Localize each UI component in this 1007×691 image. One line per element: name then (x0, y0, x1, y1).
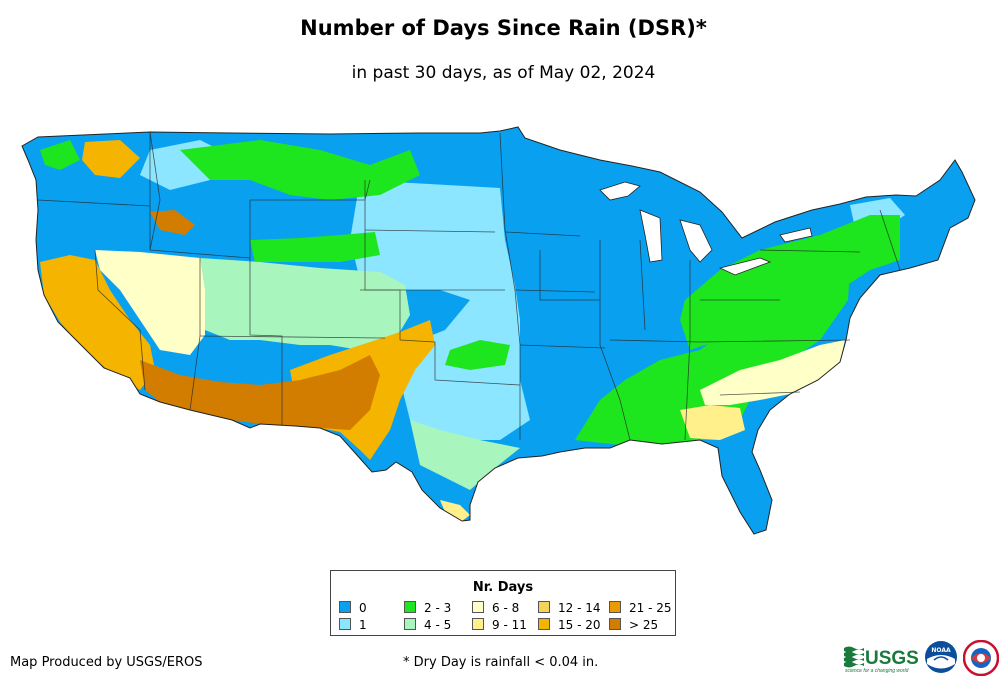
dsr-zone-over-25-days-arizona (140, 355, 380, 430)
dsr-zone-1-day-plains (350, 180, 530, 440)
legend-label-21-25: 21 - 25 (629, 601, 672, 615)
noaa-logo: NOAA (925, 641, 957, 673)
dsr-zone-15-20-days-idaho (82, 140, 140, 178)
legend-label-2-3: 2 - 3 (424, 601, 452, 615)
state-boundaries (37, 131, 901, 441)
dsr-zone-2-3-days-appalachia (680, 215, 900, 350)
dsr-zone-2-3-days-dakotas (250, 232, 380, 262)
svg-text:NOAA: NOAA (931, 647, 951, 654)
dsr-zone-4-5-days-gulf (410, 420, 520, 490)
nws-logo (963, 640, 999, 676)
legend-swatch-0 (339, 601, 351, 613)
legend-item-0: 0 (339, 601, 367, 615)
legend-label-0: 0 (359, 601, 367, 615)
dsr-zone-4-5-days-southwest (200, 258, 410, 350)
us-outline (21, 126, 976, 535)
legend-swatch-over-25 (609, 618, 621, 630)
dsr-zone-2-3-days-texas (445, 340, 510, 370)
legend-swatch-12-14 (538, 601, 550, 613)
legend-swatch-2-3 (404, 601, 416, 613)
legend-label-1: 1 (359, 618, 367, 632)
legend-swatch-4-5 (404, 618, 416, 630)
legend-item-4-5: 4 - 5 (404, 618, 451, 632)
dsr-zone-6-8-days-carolinas (700, 340, 845, 405)
legend-item-12-14: 12 - 14 (538, 601, 601, 615)
legend-swatch-15-20 (538, 618, 550, 630)
legend-item-over-25: > 25 (609, 618, 658, 632)
dsr-zone-2-3-days-southeast (575, 268, 850, 445)
legend-item-15-20: 15 - 20 (538, 618, 601, 632)
legend: Nr. Days 0 1 2 - 3 4 - 5 6 - 8 9 - 11 12… (330, 570, 676, 636)
map-title: Number of Days Since Rain (DSR)* (300, 16, 707, 40)
legend-label-15-20: 15 - 20 (558, 618, 601, 632)
dsr-zone-9-11-days-south-texas (440, 500, 470, 521)
dsr-zone-2-3-days-north (180, 140, 420, 200)
legend-label-4-5: 4 - 5 (424, 618, 452, 632)
legend-swatch-9-11 (472, 618, 484, 630)
legend-label-9-11: 9 - 11 (492, 618, 527, 632)
map-subtitle: in past 30 days, as of May 02, 2024 (351, 63, 656, 83)
legend-title: Nr. Days (472, 580, 534, 595)
legend-label-over-25: > 25 (629, 618, 659, 632)
dsr-zone-over-25-days-oregon (150, 210, 195, 235)
us-dsr-map (21, 126, 976, 535)
dsr-zone-6-8-days-greatbasin (95, 250, 205, 355)
legend-item-2-3: 2 - 3 (404, 601, 451, 615)
legend-label-12-14: 12 - 14 (558, 601, 601, 615)
dsr-zone-2-3-days-west (40, 140, 80, 170)
legend-swatch-6-8 (472, 601, 484, 613)
legend-swatch-1 (339, 618, 351, 630)
dsr-zone-9-11-days-georgia (680, 405, 745, 440)
svg-text:USGS: USGS (865, 648, 919, 669)
legend-swatch-21-25 (609, 601, 621, 613)
legend-label-6-8: 6 - 8 (492, 601, 520, 615)
map-credit: Map Produced by USGS/EROS (10, 655, 203, 670)
legend-item-21-25: 21 - 25 (609, 601, 672, 615)
legend-item-6-8: 6 - 8 (472, 601, 519, 615)
svg-text:science for a changing world: science for a changing world (845, 668, 909, 674)
great-lakes (599, 181, 813, 276)
legend-item-1: 1 (339, 618, 367, 632)
usgs-logo: USGS science for a changing world (844, 646, 919, 674)
legend-item-9-11: 9 - 11 (472, 618, 527, 632)
dry-day-footnote: * Dry Day is rainfall < 0.04 in. (403, 655, 599, 670)
dsr-zone-15-20-days-california (40, 255, 155, 390)
